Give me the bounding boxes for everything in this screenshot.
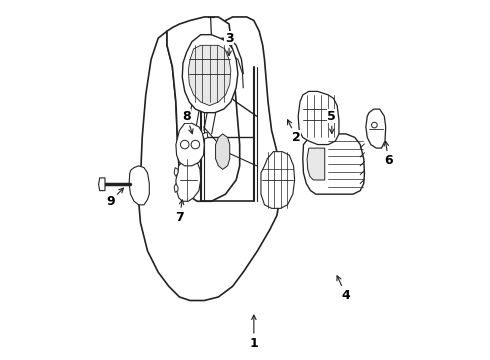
Polygon shape <box>307 148 325 180</box>
Polygon shape <box>167 17 240 201</box>
Polygon shape <box>129 166 149 205</box>
Polygon shape <box>174 168 178 176</box>
Polygon shape <box>176 159 201 201</box>
Polygon shape <box>98 178 105 191</box>
Polygon shape <box>139 17 280 301</box>
Text: 3: 3 <box>225 32 233 55</box>
Text: 7: 7 <box>175 200 184 224</box>
Polygon shape <box>303 134 365 194</box>
Polygon shape <box>182 35 238 113</box>
Polygon shape <box>176 123 204 166</box>
Text: 2: 2 <box>288 120 301 144</box>
Text: 9: 9 <box>106 188 123 208</box>
Polygon shape <box>174 184 178 192</box>
Polygon shape <box>366 109 386 148</box>
Polygon shape <box>216 134 230 169</box>
Text: 8: 8 <box>182 110 193 134</box>
Circle shape <box>191 140 199 149</box>
Polygon shape <box>202 132 208 139</box>
Text: 5: 5 <box>327 110 336 134</box>
Text: 6: 6 <box>384 141 393 167</box>
Polygon shape <box>261 152 294 208</box>
Text: 1: 1 <box>249 315 258 350</box>
Circle shape <box>180 140 189 149</box>
Polygon shape <box>188 45 231 105</box>
Circle shape <box>371 122 377 128</box>
Polygon shape <box>298 91 339 145</box>
Text: 4: 4 <box>337 276 350 302</box>
